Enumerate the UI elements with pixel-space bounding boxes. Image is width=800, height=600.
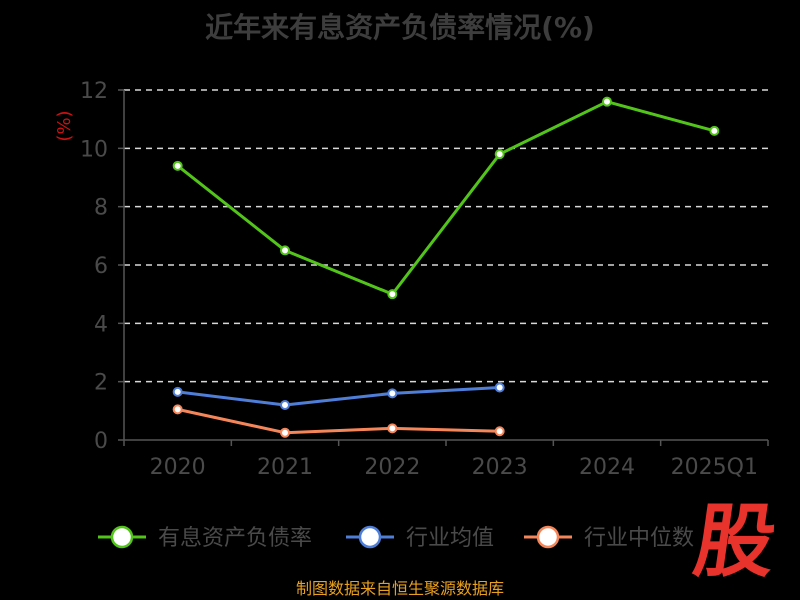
x-tick-label: 2025Q1 — [671, 455, 758, 480]
legend-label[interactable]: 行业均值 — [406, 526, 494, 551]
brand-logo: 股 — [688, 495, 782, 588]
series-layer — [172, 96, 720, 438]
x-tick-label: 2020 — [150, 455, 206, 480]
y-tick-label: 0 — [94, 429, 108, 454]
data-point[interactable] — [280, 400, 290, 410]
legend-label[interactable]: 行业中位数 — [584, 526, 694, 551]
data-point[interactable] — [387, 423, 398, 434]
data-point[interactable] — [280, 245, 290, 256]
y-tick-labels: 0 2 4 6 8 10 12 — [80, 79, 108, 454]
series-line — [177, 407, 500, 435]
y-tick-label: 2 — [94, 371, 108, 396]
data-source-footer: 制图数据来自恒生聚源数据库 — [295, 579, 504, 598]
y-tick-label: 10 — [80, 137, 108, 162]
data-point[interactable] — [172, 160, 183, 171]
data-point[interactable] — [494, 382, 505, 393]
data-point[interactable] — [494, 149, 505, 160]
data-point[interactable] — [494, 426, 505, 437]
data-point[interactable] — [172, 404, 183, 415]
y-tick-label: 4 — [94, 312, 108, 337]
data-point[interactable] — [602, 96, 612, 107]
chart-title: 近年来有息资产负债率情况(%) — [205, 11, 595, 44]
y-tick-label: 6 — [94, 254, 108, 279]
y-tick-label: 8 — [94, 196, 108, 221]
series-line — [177, 386, 500, 407]
x-tick-labels: 2020 2021 2022 2023 2024 2025Q1 — [150, 455, 758, 480]
axis-layer — [118, 89, 769, 446]
x-tick-label: 2022 — [364, 455, 420, 480]
legend-label[interactable]: 有息资产负债率 — [158, 526, 312, 551]
data-point[interactable] — [387, 388, 398, 399]
data-point[interactable] — [709, 125, 720, 136]
series-line — [176, 100, 715, 296]
legend-marker[interactable] — [358, 525, 382, 549]
data-point[interactable] — [280, 427, 290, 438]
legend-marker[interactable] — [536, 525, 560, 549]
legend-marker[interactable] — [110, 525, 134, 549]
y-axis-label: (%) — [54, 110, 75, 141]
data-point[interactable] — [387, 289, 398, 300]
x-tick-label: 2021 — [257, 455, 313, 480]
data-point[interactable] — [172, 386, 183, 397]
legend: 有息资产负债率 行业均值 行业中位数 — [98, 525, 694, 551]
x-tick-label: 2024 — [579, 455, 635, 480]
x-tick-label: 2023 — [472, 455, 528, 480]
y-tick-label: 12 — [80, 79, 108, 104]
grid-layer — [124, 89, 768, 383]
